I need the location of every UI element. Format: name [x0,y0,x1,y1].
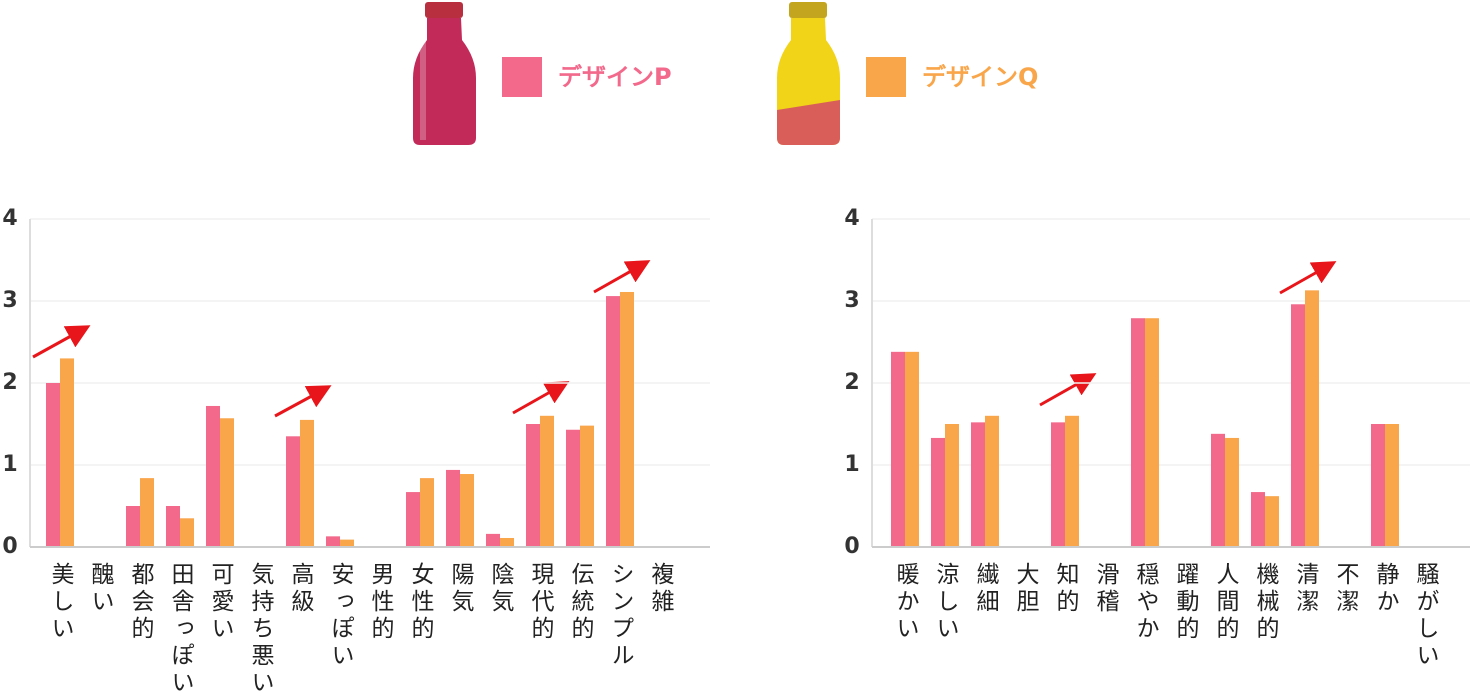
bar [460,474,474,547]
bar [180,518,194,547]
bar [1051,422,1065,547]
bar [1211,433,1225,547]
x-tick-label: 静か [1372,562,1400,616]
x-tick-label: 滑稽 [1092,562,1120,616]
x-tick-label: シンプル [607,562,633,670]
y-tick-label: 3 [844,288,859,313]
bar [286,436,300,547]
arrows [32,260,1337,418]
bar [126,506,140,547]
y-tick-label: 4 [2,206,17,231]
x-tick-label: 繊細 [972,562,1000,616]
y-tick-label: 1 [2,452,17,477]
bottle-p [413,2,476,145]
x-tick-label: 現代的 [527,562,555,643]
y-tick-label: 0 [844,534,859,559]
x-tick-label: 安っぽい [327,562,354,670]
y-tick-label: 1 [844,452,859,477]
y-tick-label: 2 [844,370,859,395]
y-tick-label: 0 [2,534,17,559]
bar [166,506,180,547]
bar [1291,304,1305,547]
x-tick-label: 穏やか [1132,562,1160,643]
x-tick-label: 清潔 [1292,562,1320,616]
bar [1371,424,1385,547]
bar [606,296,620,547]
x-tick-label: 涼しい [932,562,960,643]
x-tick-label: 不潔 [1332,562,1360,616]
x-tick-label: 暖かい [892,562,919,643]
bar [60,358,74,547]
bar [1251,492,1265,547]
x-tick-label: 騒がしい [1412,562,1440,670]
bar [500,537,514,547]
bar [1225,437,1239,547]
bar [1131,318,1145,547]
x-tick-label: 気持ち悪い [247,562,275,691]
bar [891,351,905,547]
bar [905,351,919,547]
legend-label: デザインQ [922,63,1038,91]
bar [46,383,60,547]
bar [580,425,594,547]
bar [620,291,634,547]
bar [1265,496,1279,547]
bar [206,405,220,547]
x-tick-label: 男性的 [367,562,395,643]
bar [406,492,420,547]
bar [326,536,340,547]
bar [446,469,460,547]
x-tick-label: 伝統的 [567,562,595,643]
x-tick-label: 醜い [87,562,114,616]
x-tick-label: 高級 [287,562,315,616]
legend-swatch [502,57,542,97]
bar [931,437,945,547]
bar [945,424,959,547]
bar [300,419,314,547]
y-tick-label: 4 [844,206,859,231]
x-tick-label: 女性的 [407,562,435,643]
bar [526,424,540,547]
bar [1385,424,1399,547]
y-tick-label: 2 [2,370,17,395]
x-tick-label: 機械的 [1252,562,1280,643]
x-tick-label: 陰気 [487,562,515,616]
x-tick-label: 躍動的 [1172,562,1200,643]
y-tick-label: 3 [2,288,17,313]
bar [985,415,999,547]
bar [971,422,985,547]
x-tick-label: 都会的 [127,562,155,643]
bar [486,533,500,547]
bar [220,418,234,547]
legend-label: デザインP [558,63,672,91]
bar [140,478,154,547]
x-tick-label: 可愛い [207,562,234,643]
bar [340,539,354,547]
bar [1305,290,1319,547]
bottle-q [777,2,840,145]
x-tick-label: 人間的 [1212,562,1240,643]
x-tick-label: 美しい [47,562,75,643]
bar [540,415,554,547]
bar [566,429,580,547]
bar [420,478,434,547]
bar [1065,415,1079,547]
x-tick-label: 陽気 [447,562,475,616]
x-tick-label: 複雑 [647,562,675,616]
bar [1145,318,1159,547]
x-tick-label: 田舎っぽい [167,562,195,691]
x-tick-label: 知的 [1052,562,1080,616]
x-tick-label: 大胆 [1012,562,1040,616]
legend-swatch [866,57,906,97]
